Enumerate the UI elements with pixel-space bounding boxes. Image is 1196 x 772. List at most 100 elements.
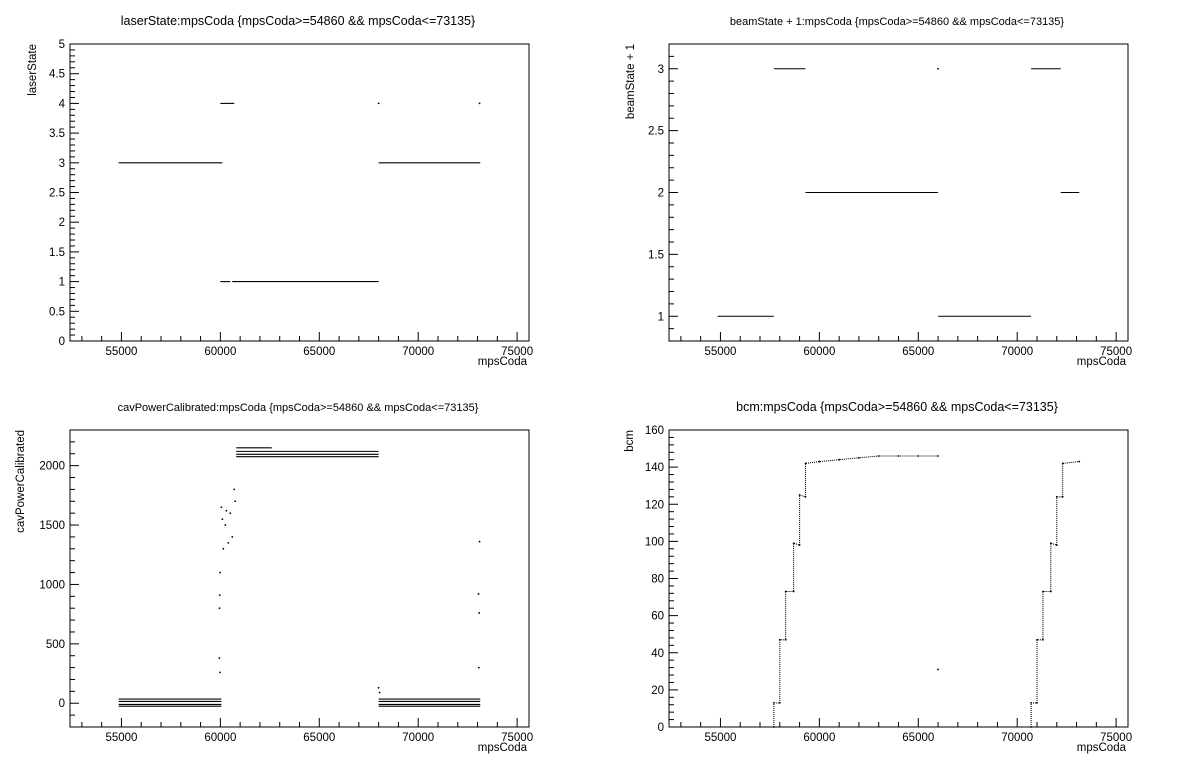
y-axis-label: cavPowerCalibrated <box>15 430 27 533</box>
data-point <box>1055 495 1058 498</box>
y-tick-label: 100 <box>645 536 664 548</box>
y-tick-label: 0 <box>59 336 65 348</box>
data-point <box>378 691 381 694</box>
y-tick-label: 5 <box>59 39 65 51</box>
data-point <box>478 102 481 105</box>
x-tick-label: 75000 <box>501 732 533 744</box>
y-tick-label: 2 <box>658 188 664 200</box>
x-tick-label: 60000 <box>803 346 835 358</box>
x-tick-label: 65000 <box>303 732 335 744</box>
data-point <box>478 540 481 543</box>
y-tick-label: 500 <box>46 639 65 651</box>
data-point <box>233 488 236 491</box>
x-tick-label: 75000 <box>501 346 533 358</box>
chart-panel-4: bcm:mpsCoda {mpsCoda>=54860 && mpsCoda<=… <box>624 400 1132 754</box>
x-axis-label: mpsCoda <box>1077 356 1127 368</box>
y-tick-label: 2.5 <box>49 188 65 200</box>
y-tick-label: 1 <box>658 311 664 323</box>
data-point <box>234 500 237 503</box>
data-trace <box>773 455 939 727</box>
y-tick-label: 0.5 <box>49 306 65 318</box>
y-tick-label: 4.5 <box>49 69 65 81</box>
data-point <box>219 571 222 574</box>
data-point <box>218 594 221 597</box>
data-point <box>222 547 225 550</box>
y-tick-label: 1.5 <box>49 247 65 259</box>
data-point <box>229 512 232 515</box>
data-trace <box>1030 461 1080 727</box>
y-tick-label: 160 <box>645 425 664 437</box>
data-point <box>1049 590 1052 593</box>
plot-frame <box>69 43 530 342</box>
data-point <box>792 542 795 545</box>
x-tick-label: 65000 <box>902 346 934 358</box>
data-point <box>784 590 787 593</box>
data-point <box>478 612 481 614</box>
y-tick-label: 40 <box>651 648 664 660</box>
chart-title: bcm:mpsCoda {mpsCoda>=54860 && mpsCoda<=… <box>736 400 1058 414</box>
data-point <box>772 726 775 728</box>
data-point <box>798 544 801 546</box>
x-tick-label: 70000 <box>402 346 434 358</box>
chart-title: beamState + 1:mpsCoda {mpsCoda>=54860 &&… <box>730 16 1065 28</box>
data-point <box>231 536 234 538</box>
y-tick-label: 2 <box>59 217 65 229</box>
data-point <box>858 456 860 459</box>
data-point <box>877 455 880 457</box>
data-point <box>1030 701 1032 704</box>
y-tick-label: 1000 <box>39 579 65 591</box>
data-point <box>778 701 781 704</box>
data-point <box>1061 462 1064 465</box>
y-tick-label: 80 <box>651 574 664 586</box>
data-point <box>818 460 821 463</box>
data-point <box>784 638 787 641</box>
data-point <box>377 102 380 105</box>
data-point <box>804 462 807 465</box>
data-point <box>897 455 900 457</box>
y-tick-label: 1 <box>59 277 65 289</box>
y-tick-label: 3 <box>658 64 664 76</box>
data-point <box>478 666 480 669</box>
y-tick-label: 0 <box>59 698 65 710</box>
x-tick-label: 55000 <box>105 732 137 744</box>
data-point <box>218 657 221 659</box>
data-point <box>477 593 480 595</box>
data-point <box>1036 638 1038 641</box>
data-point <box>838 458 841 461</box>
x-tick-label: 55000 <box>704 346 736 358</box>
y-tick-label: 60 <box>651 611 664 623</box>
y-tick-label: 1500 <box>39 520 65 532</box>
y-axis-label: beamState + 1 <box>625 44 637 119</box>
data-point <box>804 495 807 498</box>
x-tick-label: 55000 <box>105 346 137 358</box>
y-tick-label: 0 <box>658 722 664 734</box>
data-point <box>1055 544 1058 546</box>
data-point <box>224 524 227 526</box>
y-tick-label: 4 <box>59 98 66 110</box>
data-point <box>1042 638 1044 641</box>
data-point <box>377 686 380 689</box>
data-point <box>937 67 939 70</box>
x-tick-label: 60000 <box>204 732 236 744</box>
x-tick-label: 65000 <box>902 732 934 744</box>
y-tick-label: 120 <box>645 499 664 511</box>
y-tick-label: 1.5 <box>648 249 664 261</box>
y-tick-label: 140 <box>645 462 664 474</box>
data-point <box>219 671 221 674</box>
plot-frame <box>668 429 1129 728</box>
x-tick-label: 75000 <box>1100 732 1132 744</box>
y-tick-label: 3.5 <box>49 128 65 140</box>
data-point <box>221 518 224 520</box>
x-tick-label: 55000 <box>704 732 736 744</box>
data-point <box>937 668 939 671</box>
chart-panel-3: cavPowerCalibrated:mpsCoda {mpsCoda>=548… <box>15 402 533 754</box>
x-tick-label: 60000 <box>204 346 236 358</box>
data-point <box>917 455 920 457</box>
data-point <box>220 506 223 509</box>
data-point <box>1036 701 1038 704</box>
data-point <box>225 509 228 512</box>
y-axis-label: bcm <box>624 430 636 452</box>
plot-frame <box>69 429 530 728</box>
